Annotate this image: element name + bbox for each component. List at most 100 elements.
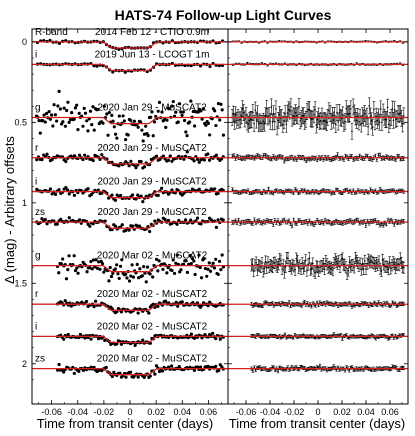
data-point: [45, 152, 49, 156]
residual-point: [358, 121, 360, 123]
residual-point: [313, 270, 315, 272]
residual-point: [248, 192, 251, 194]
residual-point: [401, 266, 404, 268]
series-7: r 2020 Mar 02 - MuSCAT2: [32, 289, 228, 315]
data-point: [72, 254, 76, 258]
residual-point: [327, 266, 329, 269]
data-point: [179, 268, 183, 272]
residual-point: [292, 192, 295, 194]
data-point: [168, 154, 172, 158]
residual-point: [285, 123, 288, 125]
data-point: [130, 224, 135, 228]
residual-point: [386, 106, 389, 109]
data-point: [127, 164, 131, 168]
residual-point: [339, 266, 341, 268]
residual-point: [356, 115, 359, 118]
residual-point: [284, 333, 286, 336]
data-point: [61, 257, 65, 261]
data-point: [111, 119, 115, 123]
residual-point: [376, 119, 379, 122]
residual-point: [365, 155, 367, 157]
residual-point: [355, 260, 358, 262]
residual-point: [234, 220, 237, 222]
residual-point: [399, 257, 402, 260]
data-point: [192, 159, 196, 163]
chart-panels: R-band 2014 Feb 12 - CTIO 0.9mi 2019 Jun 1…: [14, 27, 409, 417]
residual-point: [342, 263, 345, 266]
residual-point: [350, 108, 352, 110]
residual-point: [353, 112, 356, 114]
residual-point: [388, 305, 391, 307]
data-point: [197, 160, 201, 164]
data-point: [44, 111, 49, 116]
residual-point: [299, 120, 301, 122]
data-point: [53, 113, 57, 117]
data-point: [148, 229, 152, 234]
data-point: [205, 274, 209, 278]
data-point: [149, 115, 153, 119]
residual-point: [345, 107, 348, 110]
data-point: [193, 272, 197, 277]
residual-point: [310, 158, 312, 160]
data-point: [119, 310, 124, 314]
x-tick-label: 0.06: [200, 407, 218, 417]
y-tick-label: 0.5: [14, 117, 27, 127]
residual-point: [315, 124, 318, 126]
residual-point: [285, 158, 287, 160]
residual-point: [389, 119, 391, 122]
data-point: [129, 159, 133, 163]
residual-point: [274, 120, 276, 123]
residual-point: [393, 223, 395, 226]
residual-point: [325, 260, 327, 262]
data-point: [90, 267, 94, 271]
data-point: [113, 198, 118, 202]
residual-point: [322, 120, 324, 123]
data-point: [214, 337, 218, 341]
data-point: [98, 157, 102, 161]
residual-point: [372, 220, 375, 222]
residual-point: [398, 155, 400, 158]
data-point: [196, 110, 200, 114]
data-point: [77, 111, 81, 115]
data-point: [110, 113, 114, 117]
series-8: i 2020 Mar 02 - MuSCAT2: [32, 321, 228, 348]
residual-point: [347, 269, 350, 272]
data-point: [100, 262, 105, 266]
residual-point: [355, 219, 358, 221]
data-point: [144, 124, 148, 128]
data-point: [96, 107, 100, 112]
data-point: [113, 132, 118, 136]
residual-point: [365, 224, 367, 227]
data-point: [37, 119, 41, 123]
residual-point: [388, 123, 390, 126]
residual-point: [308, 257, 311, 259]
data-point: [83, 336, 87, 340]
data-point: [83, 111, 88, 115]
residual-point: [400, 262, 403, 264]
data-point: [118, 264, 123, 268]
data-point: [88, 266, 92, 270]
data-point: [174, 110, 178, 114]
data-point: [216, 218, 220, 222]
transit-model-line: [32, 41, 228, 49]
data-point: [183, 218, 188, 222]
data-point: [123, 70, 127, 74]
data-point: [142, 132, 147, 136]
data-point: [206, 304, 210, 308]
data-point: [140, 274, 144, 278]
data-point: [176, 120, 180, 124]
residual-point: [384, 265, 386, 268]
data-point: [185, 134, 189, 138]
series-3: [228, 152, 408, 164]
residual-point: [288, 110, 291, 112]
data-point: [218, 118, 222, 122]
residual-point: [335, 260, 338, 263]
residual-point: [266, 219, 268, 222]
residual-point: [323, 268, 326, 270]
data-point: [142, 375, 146, 379]
data-point: [69, 304, 73, 308]
residual-point: [403, 115, 405, 117]
residual-point: [233, 154, 235, 157]
residual-point: [237, 219, 240, 222]
data-point: [70, 111, 74, 115]
